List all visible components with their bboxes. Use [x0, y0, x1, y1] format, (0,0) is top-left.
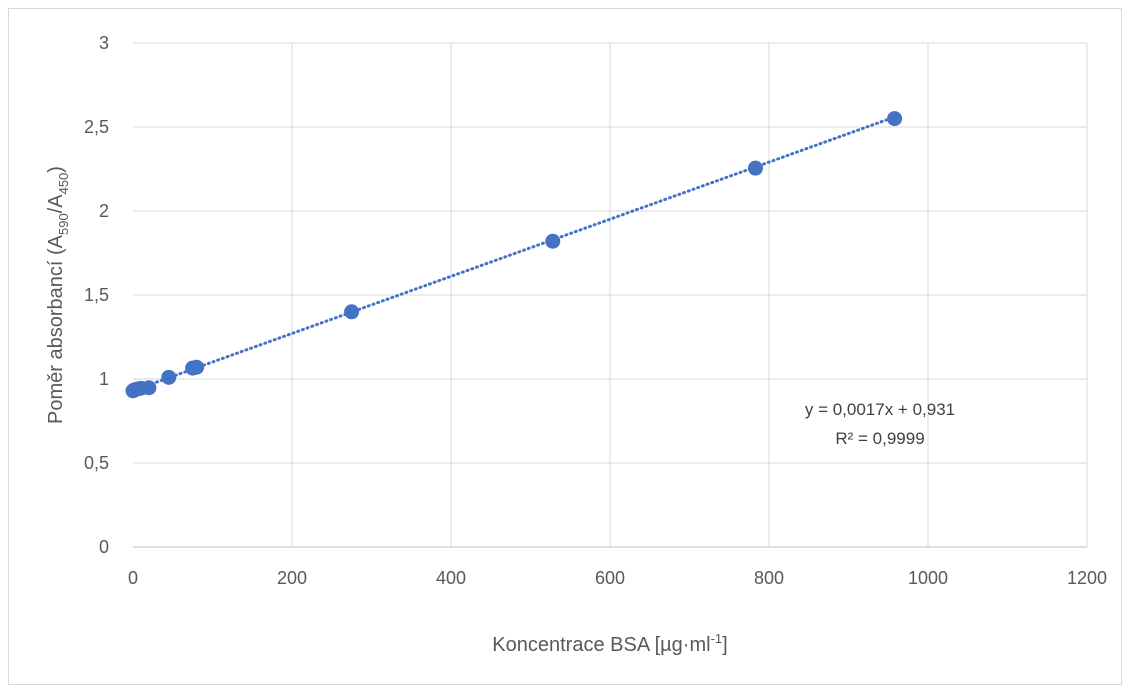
x-tick-label: 600	[595, 568, 625, 588]
data-point	[887, 111, 903, 127]
grid-lines	[133, 42, 1088, 547]
data-points	[125, 111, 903, 399]
data-point	[747, 160, 763, 176]
y-tick-label: 2,5	[84, 117, 109, 137]
r-squared-label: R² = 0,9999	[835, 429, 924, 448]
data-point	[344, 304, 360, 320]
y-tick-label: 0	[99, 537, 109, 557]
x-tick-label: 1000	[908, 568, 948, 588]
x-tick-label: 0	[128, 568, 138, 588]
data-point	[189, 359, 205, 375]
data-point	[545, 233, 561, 249]
equation-label: y = 0,0017x + 0,931	[805, 400, 955, 419]
y-axis-title: Poměr absorbancí (A590/A450)	[45, 166, 71, 424]
y-tick-label: 2	[99, 201, 109, 221]
y-tick-label: 0,5	[84, 453, 109, 473]
data-point	[161, 369, 177, 385]
x-axis-title: Koncentrace BSA [µg·ml-1]	[492, 631, 727, 656]
x-tick-label: 1200	[1067, 568, 1107, 588]
trendline	[131, 115, 897, 393]
x-tick-label: 200	[277, 568, 307, 588]
chart-frame	[8, 8, 1122, 685]
y-tick-label: 3	[99, 33, 109, 53]
y-tick-label: 1,5	[84, 285, 109, 305]
y-tick-labels: 0 0,5 1 1,5 2 2,5 3	[84, 33, 109, 557]
x-tick-label: 800	[754, 568, 784, 588]
y-tick-label: 1	[99, 369, 109, 389]
x-tick-labels: 0 200 400 600 800 1000 1200	[128, 568, 1107, 588]
x-tick-label: 400	[436, 568, 466, 588]
data-point	[141, 380, 157, 396]
